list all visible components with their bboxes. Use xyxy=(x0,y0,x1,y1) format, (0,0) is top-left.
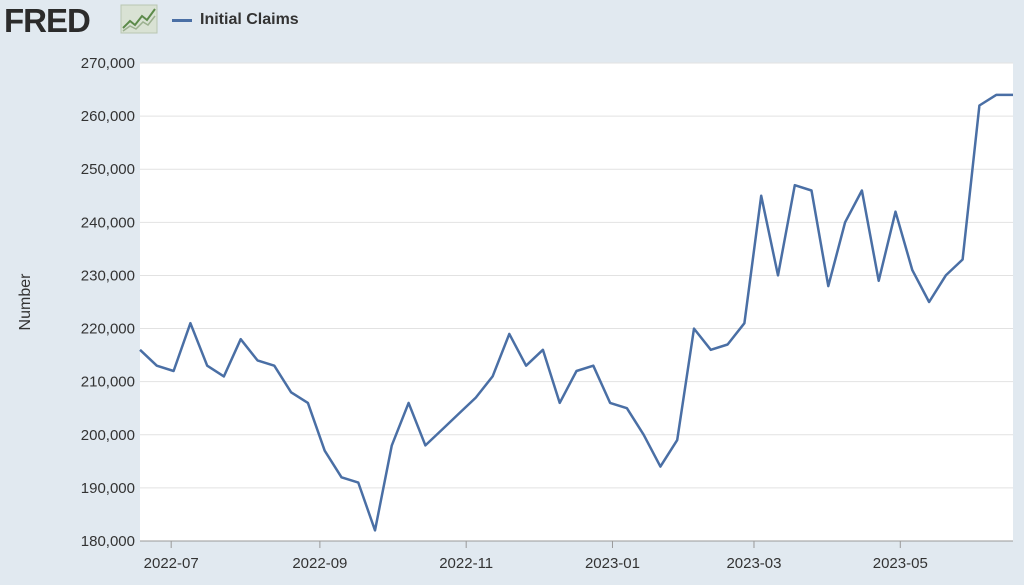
data-point[interactable] xyxy=(775,272,781,278)
chart-header: FRED Initial Claims xyxy=(0,0,1024,40)
x-tick-label: 2022-07 xyxy=(144,555,199,572)
data-point[interactable] xyxy=(557,400,563,406)
data-point[interactable] xyxy=(691,326,697,332)
x-tick-label: 2023-01 xyxy=(585,555,640,572)
data-point[interactable] xyxy=(372,527,378,533)
data-point[interactable] xyxy=(271,363,277,369)
data-point[interactable] xyxy=(406,400,412,406)
data-point[interactable] xyxy=(204,363,210,369)
data-point[interactable] xyxy=(943,272,949,278)
data-point[interactable] xyxy=(657,464,663,470)
x-tick-label: 2022-09 xyxy=(292,555,347,572)
y-tick-label: 230,000 xyxy=(81,267,135,284)
data-point[interactable] xyxy=(523,363,529,369)
data-point[interactable] xyxy=(355,480,361,486)
data-point[interactable] xyxy=(238,336,244,342)
y-tick-label: 240,000 xyxy=(81,214,135,231)
y-axis-title: Number xyxy=(17,273,34,331)
y-tick-label: 200,000 xyxy=(81,427,135,444)
y-tick-label: 260,000 xyxy=(81,108,135,125)
data-point[interactable] xyxy=(909,267,915,273)
data-point[interactable] xyxy=(456,411,462,417)
data-point[interactable] xyxy=(892,209,898,215)
data-point[interactable] xyxy=(825,283,831,289)
data-point[interactable] xyxy=(708,347,714,353)
legend-series-label: Initial Claims xyxy=(200,11,299,28)
data-point[interactable] xyxy=(960,257,966,263)
data-point[interactable] xyxy=(624,405,630,411)
fred-logo-graph-icon xyxy=(120,4,158,34)
data-point[interactable] xyxy=(171,368,177,374)
x-tick-label: 2023-03 xyxy=(726,555,781,572)
data-point[interactable] xyxy=(876,278,882,284)
data-point[interactable] xyxy=(154,363,160,369)
data-point[interactable] xyxy=(439,426,445,432)
y-tick-label: 180,000 xyxy=(81,533,135,550)
data-point[interactable] xyxy=(859,187,865,193)
data-point[interactable] xyxy=(725,341,731,347)
data-point[interactable] xyxy=(540,347,546,353)
fred-logo[interactable]: FRED xyxy=(4,2,91,39)
x-axis-ticks: 2022-07 2022-09 2022-11 2023-01 2023-03 2023-… xyxy=(140,540,1013,572)
data-point[interactable] xyxy=(792,182,798,188)
y-tick-label: 250,000 xyxy=(81,161,135,178)
data-point[interactable] xyxy=(809,187,815,193)
y-axis-tick-labels: 180,000 190,000 200,000 210,000 220,000 230,0… xyxy=(81,55,135,550)
x-tick-label: 2023-05 xyxy=(873,555,928,572)
data-point[interactable] xyxy=(221,373,227,379)
data-point[interactable] xyxy=(288,389,294,395)
data-point[interactable] xyxy=(255,357,261,363)
legend-line-swatch xyxy=(172,18,192,22)
data-point[interactable] xyxy=(607,400,613,406)
y-tick-label: 220,000 xyxy=(81,321,135,338)
data-point[interactable] xyxy=(842,219,848,225)
data-point[interactable] xyxy=(338,474,344,480)
data-point[interactable] xyxy=(322,448,328,454)
data-point[interactable] xyxy=(590,363,596,369)
legend[interactable]: Initial Claims xyxy=(172,10,299,30)
series-layer[interactable] xyxy=(137,92,1016,534)
data-point[interactable] xyxy=(389,442,395,448)
data-point[interactable] xyxy=(976,102,982,108)
data-point[interactable] xyxy=(574,368,580,374)
x-tick-label: 2022-11 xyxy=(439,555,493,572)
data-point[interactable] xyxy=(473,395,479,401)
plot-area xyxy=(140,63,1013,541)
data-point[interactable] xyxy=(758,193,764,199)
data-point[interactable] xyxy=(1010,92,1016,98)
data-point[interactable] xyxy=(422,442,428,448)
data-point[interactable] xyxy=(674,437,680,443)
data-point[interactable] xyxy=(187,320,193,326)
y-tick-label: 190,000 xyxy=(81,480,135,497)
data-point[interactable] xyxy=(641,432,647,438)
data-point[interactable] xyxy=(490,373,496,379)
data-point[interactable] xyxy=(137,347,143,353)
data-point[interactable] xyxy=(993,92,999,98)
data-point[interactable] xyxy=(741,320,747,326)
y-tick-label: 210,000 xyxy=(81,374,135,391)
data-point[interactable] xyxy=(506,331,512,337)
series-line-initial-claims[interactable] xyxy=(139,93,1013,532)
data-point[interactable] xyxy=(926,299,932,305)
data-point[interactable] xyxy=(305,400,311,406)
y-tick-label: 270,000 xyxy=(81,55,135,72)
